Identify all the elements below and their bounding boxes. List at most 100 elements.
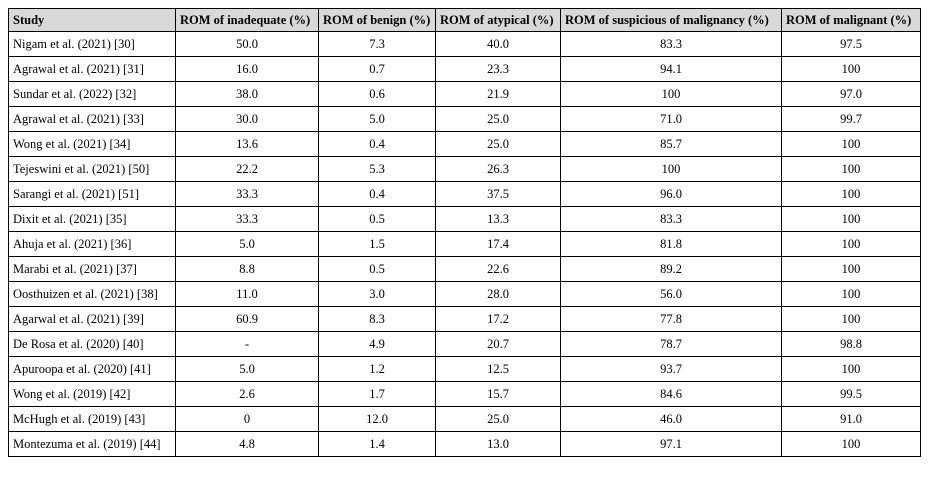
value-cell: 1.5 bbox=[318, 231, 436, 257]
value-cell: 17.2 bbox=[435, 306, 561, 332]
header-cell: Study bbox=[8, 8, 176, 32]
value-cell: 98.8 bbox=[781, 331, 921, 357]
value-cell: 100 bbox=[781, 431, 921, 457]
value-cell: - bbox=[175, 331, 319, 357]
value-cell: 37.5 bbox=[435, 181, 561, 207]
header-cell: ROM of benign (%) bbox=[318, 8, 436, 32]
table-body: Nigam et al. (2021) [30] 50.0 7.3 40.0 83.3 9… bbox=[8, 31, 921, 457]
table-row: Montezuma et al. (2019) [44] 4.8 1.4 13.0 97… bbox=[8, 431, 921, 457]
value-cell: 71.0 bbox=[560, 106, 782, 132]
value-cell: 20.7 bbox=[435, 331, 561, 357]
value-cell: 100 bbox=[781, 181, 921, 207]
table-row: De Rosa et al. (2020) [40] -4.9 20.7 78.7 98… bbox=[8, 331, 921, 357]
study-cell: Agrawal et al. (2021) [33] bbox=[8, 106, 176, 132]
value-cell: 8.3 bbox=[318, 306, 436, 332]
value-cell: 83.3 bbox=[560, 31, 782, 57]
value-cell: 11.0 bbox=[175, 281, 319, 307]
value-cell: 1.7 bbox=[318, 381, 436, 407]
value-cell: 77.8 bbox=[560, 306, 782, 332]
value-cell: 83.3 bbox=[560, 206, 782, 232]
value-cell: 26.3 bbox=[435, 156, 561, 182]
value-cell: 25.0 bbox=[435, 131, 561, 157]
table-row: McHugh et al. (2019) [43] 0 12.0 25.0 46.0 91… bbox=[8, 406, 921, 432]
value-cell: 28.0 bbox=[435, 281, 561, 307]
value-cell: 91.0 bbox=[781, 406, 921, 432]
header-cell: ROM of suspicious of malignancy (%) bbox=[560, 8, 782, 32]
value-cell: 16.0 bbox=[175, 56, 319, 82]
value-cell: 15.7 bbox=[435, 381, 561, 407]
table-row: Apuroopa et al. (2020) [41] 5.0 1.2 12.5 93.… bbox=[8, 356, 921, 382]
value-cell: 100 bbox=[781, 231, 921, 257]
value-cell: 33.3 bbox=[175, 206, 319, 232]
value-cell: 13.0 bbox=[435, 431, 561, 457]
value-cell: 23.3 bbox=[435, 56, 561, 82]
value-cell: 1.2 bbox=[318, 356, 436, 382]
value-cell: 30.0 bbox=[175, 106, 319, 132]
study-cell: Wong et al. (2021) [34] bbox=[8, 131, 176, 157]
value-cell: 100 bbox=[781, 356, 921, 382]
value-cell: 0.4 bbox=[318, 181, 436, 207]
value-cell: 100 bbox=[781, 256, 921, 282]
value-cell: 100 bbox=[781, 281, 921, 307]
table-row: Ahuja et al. (2021) [36] 5.0 1.5 17.4 81.8 10… bbox=[8, 231, 921, 257]
table-row: Sundar et al. (2022) [32] 38.0 0.6 21.9 100 9… bbox=[8, 81, 921, 107]
value-cell: 8.8 bbox=[175, 256, 319, 282]
table-row: Marabi et al. (2021) [37] 8.8 0.5 22.6 89.2 1… bbox=[8, 256, 921, 282]
study-cell: Ahuja et al. (2021) [36] bbox=[8, 231, 176, 257]
value-cell: 50.0 bbox=[175, 31, 319, 57]
header-row: Study ROM of inadequate (%) ROM of benign … bbox=[8, 8, 921, 32]
value-cell: 81.8 bbox=[560, 231, 782, 257]
header-cell: ROM of malignant (%) bbox=[781, 8, 921, 32]
value-cell: 89.2 bbox=[560, 256, 782, 282]
study-cell: Sundar et al. (2022) [32] bbox=[8, 81, 176, 107]
value-cell: 0.5 bbox=[318, 256, 436, 282]
value-cell: 93.7 bbox=[560, 356, 782, 382]
data-table: Study ROM of inadequate (%) ROM of benign … bbox=[8, 8, 921, 457]
value-cell: 25.0 bbox=[435, 106, 561, 132]
value-cell: 2.6 bbox=[175, 381, 319, 407]
table-row: Tejeswini et al. (2021) [50] 22.2 5.3 26.3 1… bbox=[8, 156, 921, 182]
value-cell: 60.9 bbox=[175, 306, 319, 332]
value-cell: 56.0 bbox=[560, 281, 782, 307]
value-cell: 0.6 bbox=[318, 81, 436, 107]
study-cell: Wong et al. (2019) [42] bbox=[8, 381, 176, 407]
table-row: Agrawal et al. (2021) [33] 30.0 5.0 25.0 71.… bbox=[8, 106, 921, 132]
value-cell: 0.4 bbox=[318, 131, 436, 157]
table-row: Dixit et al. (2021) [35] 33.3 0.5 13.3 83.3 1… bbox=[8, 206, 921, 232]
table-row: Wong et al. (2021) [34] 13.6 0.4 25.0 85.7 10… bbox=[8, 131, 921, 157]
table-row: Oosthuizen et al. (2021) [38] 11.0 3.0 28.0… bbox=[8, 281, 921, 307]
table-row: Nigam et al. (2021) [30] 50.0 7.3 40.0 83.3 9… bbox=[8, 31, 921, 57]
value-cell: 1.4 bbox=[318, 431, 436, 457]
value-cell: 38.0 bbox=[175, 81, 319, 107]
table-row: Wong et al. (2019) [42] 2.6 1.7 15.7 84.6 99.… bbox=[8, 381, 921, 407]
value-cell: 5.0 bbox=[318, 106, 436, 132]
value-cell: 46.0 bbox=[560, 406, 782, 432]
value-cell: 100 bbox=[781, 56, 921, 82]
study-cell: Marabi et al. (2021) [37] bbox=[8, 256, 176, 282]
value-cell: 100 bbox=[781, 131, 921, 157]
value-cell: 22.6 bbox=[435, 256, 561, 282]
value-cell: 5.0 bbox=[175, 356, 319, 382]
study-cell: Oosthuizen et al. (2021) [38] bbox=[8, 281, 176, 307]
value-cell: 94.1 bbox=[560, 56, 782, 82]
study-cell: Agarwal et al. (2021) [39] bbox=[8, 306, 176, 332]
value-cell: 3.0 bbox=[318, 281, 436, 307]
table-row: Agrawal et al. (2021) [31] 16.0 0.7 23.3 94.… bbox=[8, 56, 921, 82]
study-cell: Agrawal et al. (2021) [31] bbox=[8, 56, 176, 82]
value-cell: 13.3 bbox=[435, 206, 561, 232]
value-cell: 78.7 bbox=[560, 331, 782, 357]
value-cell: 12.0 bbox=[318, 406, 436, 432]
header-cell: ROM of inadequate (%) bbox=[175, 8, 319, 32]
value-cell: 96.0 bbox=[560, 181, 782, 207]
value-cell: 100 bbox=[560, 81, 782, 107]
value-cell: 99.5 bbox=[781, 381, 921, 407]
study-cell: Montezuma et al. (2019) [44] bbox=[8, 431, 176, 457]
value-cell: 0.7 bbox=[318, 56, 436, 82]
value-cell: 40.0 bbox=[435, 31, 561, 57]
value-cell: 100 bbox=[781, 206, 921, 232]
value-cell: 4.8 bbox=[175, 431, 319, 457]
study-cell: Apuroopa et al. (2020) [41] bbox=[8, 356, 176, 382]
table-row: Sarangi et al. (2021) [51] 33.3 0.4 37.5 96.… bbox=[8, 181, 921, 207]
value-cell: 97.0 bbox=[781, 81, 921, 107]
